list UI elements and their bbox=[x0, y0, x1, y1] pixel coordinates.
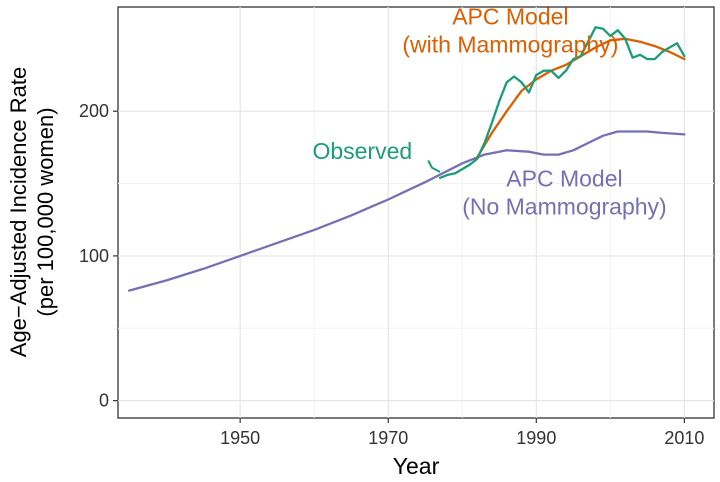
series-lines bbox=[127, 26, 686, 292]
x-tick-label: 1990 bbox=[516, 428, 556, 448]
annotation-no_mammography: APC Model (No Mammography) bbox=[462, 165, 667, 219]
observed-pointer bbox=[427, 159, 441, 173]
y-axis-title-line-2: (per 100,000 women) bbox=[33, 107, 58, 316]
y-tick-label: 200 bbox=[79, 101, 109, 121]
gridlines bbox=[118, 7, 714, 418]
x-tick-label: 2010 bbox=[664, 428, 704, 448]
y-axis-title: Age−Adjusted Incidence Rate (per 100,000… bbox=[6, 67, 58, 357]
annotation-line: (No Mammography) bbox=[462, 193, 667, 219]
annotation-line: Observed bbox=[312, 138, 412, 164]
x-tick-label: 1950 bbox=[220, 428, 260, 448]
series-line-no_mammography bbox=[127, 130, 686, 292]
y-tick-label: 100 bbox=[79, 246, 109, 266]
annotation-with_mammography: APC Model (with Mammography) bbox=[402, 3, 618, 57]
annotation-line: (with Mammography) bbox=[402, 31, 618, 57]
plot-panel bbox=[117, 6, 715, 419]
x-tick-label: 1970 bbox=[368, 428, 408, 448]
annotation-line: APC Model bbox=[506, 165, 622, 191]
axes: 1950 1970 1990 2010 0 100 200 bbox=[79, 101, 704, 448]
annotation-observed: Observed bbox=[312, 138, 412, 164]
annotation-line: APC Model bbox=[452, 3, 568, 29]
y-tick-label: 0 bbox=[99, 391, 109, 411]
y-axis-title-line-1: Age−Adjusted Incidence Rate bbox=[6, 67, 31, 357]
x-axis-title: Year bbox=[393, 453, 440, 479]
series-line-observed bbox=[438, 26, 686, 179]
